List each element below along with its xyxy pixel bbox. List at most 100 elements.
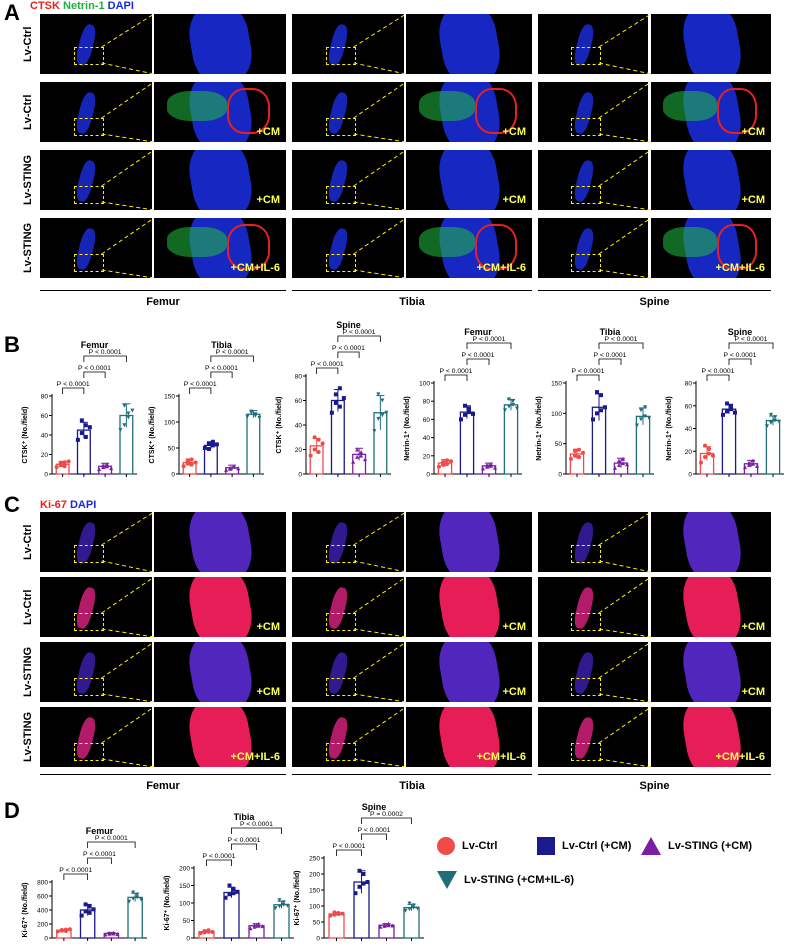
data-point: [613, 465, 617, 470]
data-point: [62, 460, 67, 465]
row-label: Lv-Ctrl: [22, 94, 34, 130]
y-tick-label: 20: [41, 452, 49, 459]
significance-bracket: [63, 873, 89, 880]
stain-dapi-c: DAPI: [69, 499, 97, 511]
data-point: [437, 464, 441, 469]
data-point: [245, 414, 250, 419]
data-point: [773, 415, 777, 420]
treatment-label: +CM: [256, 621, 280, 633]
netrin-signal: [663, 227, 717, 257]
stain-ctsk: CTSK: [30, 0, 60, 12]
data-point: [621, 456, 625, 461]
data-point: [122, 403, 127, 408]
data-point: [236, 466, 241, 471]
y-tick-label: 60: [685, 403, 693, 410]
data-point: [340, 911, 345, 916]
y-tick-label: 50: [183, 918, 191, 925]
bone-zoom-shape: [678, 577, 746, 637]
data-point: [131, 896, 136, 901]
data-point: [382, 922, 387, 927]
data-point: [577, 447, 581, 452]
treatment-label: +CM: [741, 126, 765, 138]
bar: [328, 913, 345, 939]
panel-letter-d: D: [4, 798, 20, 823]
row-label: Lv-Ctrl: [22, 26, 34, 62]
p-value-label: P < 0.0001: [572, 368, 605, 375]
data-point: [573, 448, 577, 453]
significance-bracket: [316, 367, 339, 374]
data-point: [361, 881, 366, 886]
zoom-box: [325, 254, 356, 272]
stain-dapi: DAPI: [107, 0, 134, 12]
data-point: [135, 895, 140, 900]
data-point: [260, 924, 265, 929]
data-point: [105, 464, 110, 469]
data-point: [210, 930, 215, 935]
data-point: [777, 419, 781, 424]
y-tick-label: 80: [423, 399, 431, 406]
data-point: [253, 412, 258, 417]
microscopy-overview: [40, 14, 152, 74]
data-point: [445, 458, 449, 463]
data-point: [769, 412, 773, 417]
legend-lvctrl-cm-label: Lv-Ctrl (+CM): [562, 840, 632, 852]
data-point: [337, 386, 342, 391]
data-point: [639, 408, 643, 413]
legend-lvctrl-cm: Lv-Ctrl (+CM): [536, 836, 631, 856]
data-point: [755, 464, 759, 469]
group-underline: [292, 290, 532, 291]
y-tick-label: 0: [44, 472, 48, 479]
data-point: [130, 408, 135, 413]
data-point: [625, 462, 629, 467]
data-point: [79, 418, 84, 423]
chart-ctsk-femur: Femur CTSK⁺ (No./field) 0 20 40 60 80 P < 0.000…: [22, 340, 137, 479]
microscopy-zoom: +CM: [651, 150, 771, 210]
significance-bracket: [598, 358, 622, 365]
y-tick-label: 0: [298, 472, 302, 479]
data-point: [355, 454, 360, 459]
y-tick-label: 400: [37, 908, 48, 915]
data-point: [485, 462, 489, 467]
significance-bracket: [62, 387, 85, 394]
p-value-label: P < 0.0001: [240, 821, 273, 828]
data-point: [210, 443, 215, 448]
zoom-box: [571, 254, 601, 272]
data-point: [445, 461, 449, 466]
inverted-triangle-marker-icon: [437, 871, 457, 889]
zoom-box: [571, 47, 601, 65]
p-value-label: P < 0.0001: [205, 365, 238, 372]
data-point: [467, 406, 471, 411]
significance-bracket: [466, 358, 490, 365]
data-point: [63, 929, 68, 933]
chart-netrin-tibia: Tibia Netrin-1⁺ (No./field) 0 50 100 150 P < 0…: [536, 327, 654, 479]
microscopy-overview: [292, 82, 404, 142]
data-point: [355, 447, 360, 452]
y-tick-label: 40: [295, 423, 303, 430]
data-point: [407, 901, 412, 906]
zoom-box: [325, 678, 356, 696]
zoom-box: [73, 186, 104, 204]
p-value-label: P < 0.0001: [203, 853, 236, 860]
microscopy-zoom: +CM+IL-6: [406, 218, 532, 278]
data-point: [62, 464, 67, 469]
data-point: [277, 904, 282, 909]
data-point: [365, 880, 370, 884]
row-label: Lv-STING: [22, 222, 34, 274]
zoom-box: [73, 613, 104, 631]
p-value-label: P < 0.0001: [59, 867, 92, 874]
p-value-label: P < 0.0001: [473, 336, 506, 343]
data-point: [277, 898, 282, 903]
data-point: [733, 410, 737, 415]
data-point: [256, 923, 261, 928]
data-point: [463, 403, 467, 408]
bar: [403, 906, 420, 939]
treatment-label: +CM: [502, 126, 526, 138]
p-value-label: P < 0.0001: [57, 381, 90, 388]
p-value-label: P < 0.0001: [343, 329, 376, 336]
y-tick-label: 60: [41, 413, 49, 420]
ctsk-signal: [717, 224, 757, 270]
data-point: [621, 461, 625, 466]
y-axis-label: Ki-67⁺ (No./field): [164, 875, 171, 930]
p-value-label: P < 0.0001: [311, 361, 344, 368]
legend-lvsting-cm: Lv-STING (+CM): [640, 836, 752, 856]
